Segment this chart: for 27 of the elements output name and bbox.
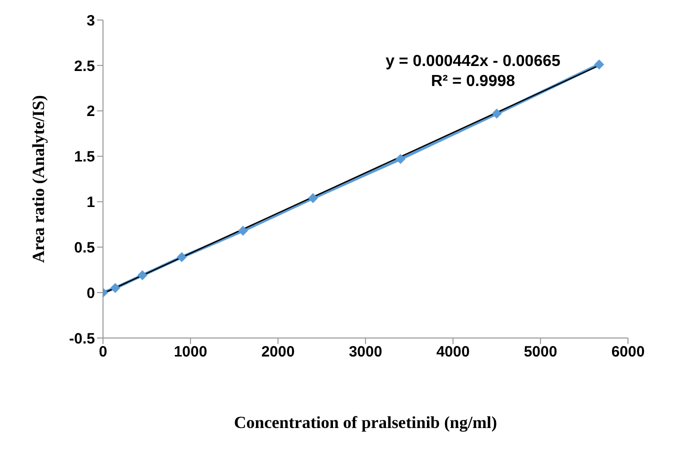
annotation: R² = 0.9998 bbox=[430, 72, 516, 92]
x-tick-label: 6000 bbox=[611, 344, 645, 361]
point bbox=[137, 270, 148, 280]
x-axis-title: Concentration of pralsetinib (ng/ml) bbox=[234, 413, 498, 432]
y-tick-label: 0 bbox=[86, 284, 95, 302]
y-tick-label: 2.5 bbox=[74, 58, 95, 75]
x-tick-label: 4000 bbox=[436, 344, 470, 361]
x-tick-label: 3000 bbox=[348, 344, 382, 361]
annotation: y = 0.000442x - 0.00665 bbox=[384, 52, 562, 72]
y-tick-label: 1 bbox=[86, 194, 95, 212]
point bbox=[176, 252, 187, 262]
point bbox=[492, 108, 502, 119]
x-tick-label: 2000 bbox=[261, 344, 295, 361]
point bbox=[308, 193, 318, 204]
y-tick-label: -0.5 bbox=[69, 330, 95, 348]
x-tick-label: 1000 bbox=[174, 344, 208, 361]
y-tick-label: 3 bbox=[86, 12, 95, 30]
y-tick-label: 0.5 bbox=[74, 239, 95, 256]
point bbox=[594, 60, 604, 70]
point bbox=[238, 226, 248, 236]
x-tick-label: 0 bbox=[98, 344, 108, 361]
point bbox=[110, 283, 120, 294]
x-tick-label: 5000 bbox=[524, 344, 558, 361]
y-tick-label: 1.5 bbox=[74, 148, 95, 166]
y-tick-label: 2 bbox=[86, 103, 95, 120]
y-axis-title: Area ratio (Analyte/IS) bbox=[29, 95, 48, 263]
point bbox=[396, 154, 406, 164]
